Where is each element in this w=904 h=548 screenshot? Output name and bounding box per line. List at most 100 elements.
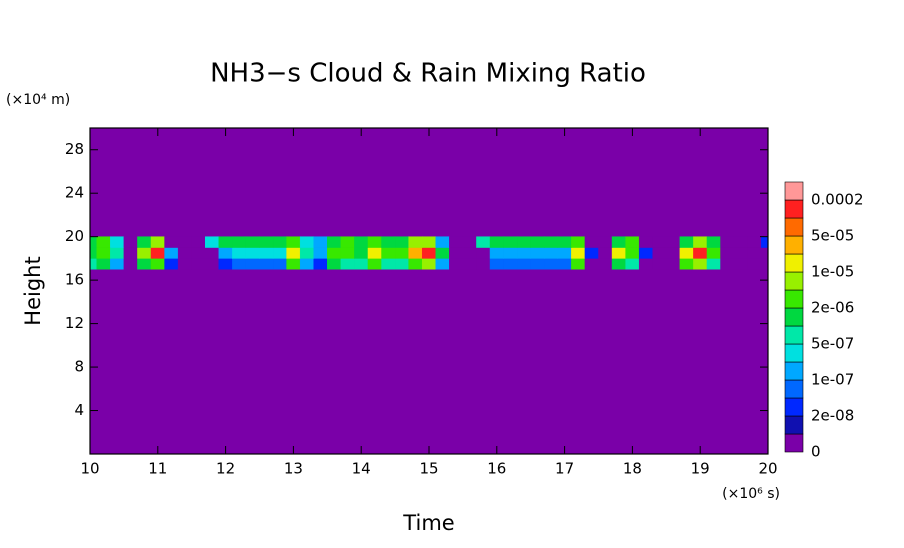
x-axis-title: Time bbox=[402, 511, 454, 535]
x-tick-label: 10 bbox=[80, 460, 99, 478]
contour-cell bbox=[340, 258, 355, 270]
contour-cell bbox=[720, 236, 735, 248]
contour-cell bbox=[530, 247, 545, 259]
colorbar-label: 1e-05 bbox=[811, 263, 854, 281]
x-tick-label: 12 bbox=[216, 460, 235, 478]
colorbar-box bbox=[784, 199, 804, 219]
contour-cell bbox=[177, 236, 192, 248]
contour-cell bbox=[557, 258, 572, 270]
contour-cell bbox=[611, 258, 626, 270]
contour-cell bbox=[544, 247, 559, 259]
contour-cell bbox=[503, 247, 518, 259]
y-tick-label: 24 bbox=[65, 184, 84, 202]
contour-cell bbox=[530, 236, 545, 248]
contour-cell bbox=[462, 247, 477, 259]
x-tick-label: 17 bbox=[555, 460, 574, 478]
contour-cell bbox=[164, 258, 179, 270]
contour-cell bbox=[760, 236, 769, 248]
x-tick-label: 18 bbox=[623, 460, 642, 478]
contour-cell bbox=[625, 236, 640, 248]
x-tick-label: 19 bbox=[691, 460, 710, 478]
contour-cell bbox=[476, 258, 491, 270]
y-tick-label: 16 bbox=[65, 271, 84, 289]
contour-cell bbox=[286, 247, 301, 259]
contour-cell bbox=[232, 258, 247, 270]
contour-cell bbox=[245, 247, 260, 259]
contour-cell bbox=[720, 247, 735, 259]
contour-cell bbox=[449, 236, 464, 248]
contour-cell bbox=[110, 247, 125, 259]
contour-cell bbox=[449, 247, 464, 259]
contour-cell bbox=[205, 236, 220, 248]
contour-cell bbox=[286, 258, 301, 270]
contour-cell bbox=[652, 236, 667, 248]
contour-cell bbox=[516, 258, 531, 270]
contour-cell bbox=[638, 258, 653, 270]
plot-background bbox=[90, 128, 768, 454]
colorbar-label: 2e-08 bbox=[811, 407, 854, 425]
contour-cell bbox=[693, 258, 708, 270]
contour-cell bbox=[205, 258, 220, 270]
contour-cell bbox=[259, 236, 274, 248]
contour-cell bbox=[110, 258, 125, 270]
contour-cell bbox=[137, 258, 152, 270]
contour-cell bbox=[110, 236, 125, 248]
contour-cell bbox=[218, 236, 233, 248]
colorbar-label: 0 bbox=[811, 443, 821, 461]
contour-cell bbox=[557, 247, 572, 259]
contour-cell bbox=[760, 258, 769, 270]
contour-cell bbox=[611, 236, 626, 248]
x-tick-label: 20 bbox=[758, 460, 777, 478]
contour-cell bbox=[706, 258, 721, 270]
contour-cell bbox=[96, 236, 111, 248]
contour-cell bbox=[164, 236, 179, 248]
contour-cell bbox=[421, 258, 437, 270]
contour-cell bbox=[191, 236, 206, 248]
colorbar-box bbox=[784, 289, 804, 309]
contour-cell bbox=[177, 247, 192, 259]
contour-cell bbox=[489, 236, 504, 248]
contour-cell bbox=[218, 258, 233, 270]
contour-cell bbox=[354, 258, 369, 270]
contour-cell bbox=[367, 247, 382, 259]
contour-cell bbox=[462, 258, 477, 270]
contour-cell bbox=[354, 236, 369, 248]
contour-cell bbox=[327, 247, 342, 259]
contour-cell bbox=[747, 236, 762, 248]
contour-cell bbox=[733, 258, 748, 270]
contour-cell bbox=[150, 247, 165, 259]
contour-cell bbox=[272, 247, 287, 259]
contour-cell bbox=[760, 247, 769, 259]
colorbar-label: 1e-07 bbox=[811, 371, 854, 389]
contour-cell bbox=[421, 236, 437, 248]
x-tick-label: 13 bbox=[284, 460, 303, 478]
contour-cell bbox=[571, 236, 586, 248]
colorbar-label: 2e-06 bbox=[811, 299, 854, 317]
contour-cell bbox=[150, 236, 165, 248]
colorbar-box bbox=[784, 307, 804, 327]
contour-cell bbox=[408, 258, 423, 270]
colorbar-box bbox=[784, 415, 804, 435]
contour-cell bbox=[232, 236, 247, 248]
colorbar-box bbox=[784, 325, 804, 345]
contour-cell bbox=[259, 258, 274, 270]
contour-cell bbox=[584, 258, 599, 270]
contour-cell bbox=[299, 236, 314, 248]
chart-title: NH3−s Cloud & Rain Mixing Ratio bbox=[210, 59, 646, 89]
contour-cell bbox=[245, 236, 260, 248]
contour-cell bbox=[123, 258, 138, 270]
contour-cell bbox=[367, 236, 382, 248]
contour-cell bbox=[449, 258, 464, 270]
contour-cell bbox=[489, 258, 504, 270]
contour-cell bbox=[747, 258, 762, 270]
contour-cell bbox=[299, 247, 314, 259]
contour-cell bbox=[625, 258, 640, 270]
colorbar-label: 5e-05 bbox=[811, 227, 854, 245]
contour-cell bbox=[340, 236, 355, 248]
contour-cell bbox=[137, 247, 152, 259]
contour-cell bbox=[489, 247, 504, 259]
contour-cell bbox=[571, 247, 586, 259]
colorbar-label: 0.0002 bbox=[811, 191, 864, 209]
contour-cell bbox=[408, 247, 423, 259]
y-axis-title: Height bbox=[21, 256, 45, 325]
